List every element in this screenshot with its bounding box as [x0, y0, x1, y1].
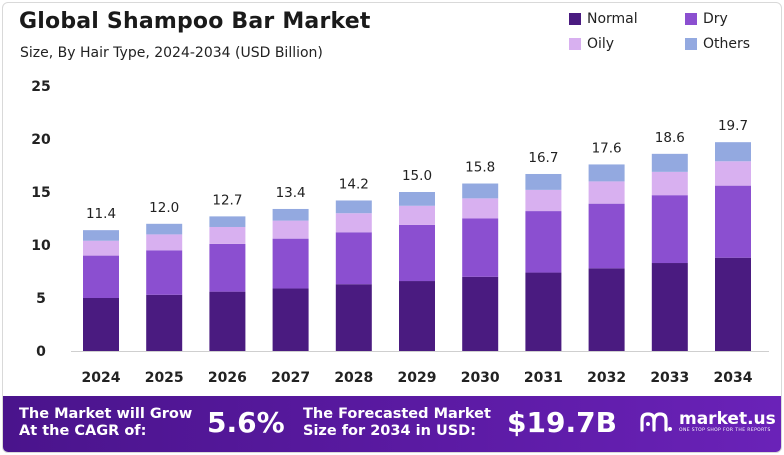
bar-segment-oily — [209, 226, 246, 244]
bar-segment-dry — [525, 211, 562, 273]
forecast-label: The Forecasted Market Size for 2034 in U… — [303, 406, 491, 439]
legend-label-normal: Normal — [587, 11, 638, 27]
y-tick-label: 25 — [31, 79, 50, 95]
x-tick-label: 2031 — [524, 370, 563, 386]
bar-total-label: 12.7 — [212, 192, 242, 208]
bar-total-label: 15.8 — [465, 160, 495, 176]
bar-segment-normal — [272, 288, 309, 351]
x-tick-label: 2030 — [461, 370, 500, 386]
bar-segment-others — [525, 173, 562, 190]
brand-name: market.us — [679, 409, 776, 429]
cagr-value: 5.6% — [207, 406, 285, 439]
bar-segment-dry — [272, 238, 309, 289]
x-tick-label: 2032 — [587, 370, 626, 386]
bar-segment-others — [146, 223, 183, 235]
bar-segment-others — [335, 200, 372, 214]
bar-segment-others — [715, 142, 751, 162]
bar-segment-others — [462, 183, 499, 199]
y-tick-label: 10 — [31, 238, 51, 254]
bar-segment-others — [588, 164, 625, 182]
bar-segment-oily — [335, 213, 372, 233]
chart-title: Global Shampoo Bar Market — [19, 9, 371, 34]
x-tick-label: 2027 — [271, 370, 310, 386]
bar-segment-oily — [651, 171, 688, 196]
legend-swatch-normal — [569, 13, 581, 25]
bar-total-label: 14.2 — [339, 176, 369, 192]
bar-total-label: 13.4 — [276, 185, 306, 201]
bar-total-label: 19.7 — [718, 118, 748, 134]
bar-total-label: 15.0 — [402, 168, 432, 184]
bar-segment-others — [83, 230, 119, 241]
bar-segment-dry — [146, 250, 183, 295]
cagr-label: The Market will Grow At the CAGR of: — [19, 406, 193, 439]
bar-segment-oily — [83, 240, 119, 256]
legend-normal: Normal — [569, 11, 638, 27]
chart-subtitle: Size, By Hair Type, 2024-2034 (USD Billi… — [20, 45, 323, 61]
bar-segment-dry — [335, 232, 372, 285]
bar-segment-dry — [83, 255, 119, 298]
bar-segment-normal — [209, 291, 246, 351]
bar-total-label: 17.6 — [592, 140, 622, 156]
bar-segment-normal — [399, 281, 435, 351]
bar-total-label: 18.6 — [655, 130, 685, 146]
y-tick-label: 20 — [31, 132, 51, 148]
market-us-logo-icon — [640, 412, 672, 432]
bar-segment-others — [399, 192, 435, 206]
bar-segment-normal — [588, 268, 625, 351]
bar-segment-normal — [715, 257, 751, 351]
bar-segment-oily — [715, 161, 751, 186]
bar-segment-oily — [462, 198, 499, 219]
legend-label-others: Others — [703, 36, 751, 52]
bar-segment-dry — [588, 203, 625, 269]
brand-logo: market.us ONE STOP SHOP FOR THE REPORTS — [639, 408, 776, 436]
x-tick-label: 2033 — [650, 370, 689, 386]
bar-segment-normal — [462, 276, 499, 351]
bar-segment-normal — [83, 298, 119, 351]
legend-label-dry: Dry — [703, 11, 728, 27]
forecast-value: $19.7B — [507, 406, 617, 439]
x-tick-label: 2029 — [398, 370, 437, 386]
bar-segment-others — [272, 208, 309, 221]
legend-swatch-dry — [685, 13, 697, 25]
bar-total-label: 12.0 — [149, 200, 179, 216]
x-tick-label: 2034 — [714, 370, 753, 386]
bar-segment-oily — [399, 205, 435, 225]
bar-total-label: 16.7 — [528, 150, 558, 166]
legend-label-oily: Oily — [587, 36, 615, 52]
bar-segment-dry — [209, 243, 246, 292]
legend-oily: Oily — [569, 36, 614, 52]
legend-others: Others — [685, 36, 750, 52]
stacked-bar-chart: 25 20 15 10 5 0 11.4 2024 12.0 2025 12.7 2026 13.4 20… — [31, 79, 769, 386]
bar-segment-others — [209, 216, 246, 227]
bar-segment-dry — [399, 224, 435, 282]
bar-segment-oily — [525, 189, 562, 212]
bar-segment-dry — [651, 195, 688, 264]
legend-dry: Dry — [685, 11, 728, 27]
bar-segment-others — [651, 153, 688, 172]
bar-segment-oily — [588, 181, 625, 204]
bar-segment-normal — [146, 294, 183, 351]
y-tick-label: 0 — [36, 344, 46, 360]
bar-segment-dry — [715, 185, 751, 258]
y-tick-label: 5 — [36, 291, 46, 307]
bar-segment-normal — [525, 272, 562, 351]
brand-tagline: ONE STOP SHOP FOR THE REPORTS — [679, 428, 771, 433]
x-tick-label: 2025 — [145, 370, 184, 386]
x-tick-label: 2024 — [82, 370, 121, 386]
bar-segment-normal — [651, 263, 688, 351]
y-tick-label: 15 — [31, 185, 50, 201]
bar-segment-dry — [462, 218, 499, 277]
bar-segment-oily — [146, 234, 183, 251]
bar-total-label: 11.4 — [86, 206, 116, 222]
bar-segment-oily — [272, 220, 309, 239]
x-tick-label: 2026 — [208, 370, 247, 386]
legend-swatch-oily — [569, 38, 581, 50]
bar-segment-normal — [335, 284, 372, 351]
footer-banner: The Market will Grow At the CAGR of: 5.6… — [3, 396, 781, 452]
legend-swatch-others — [685, 38, 697, 50]
x-tick-label: 2028 — [334, 370, 373, 386]
